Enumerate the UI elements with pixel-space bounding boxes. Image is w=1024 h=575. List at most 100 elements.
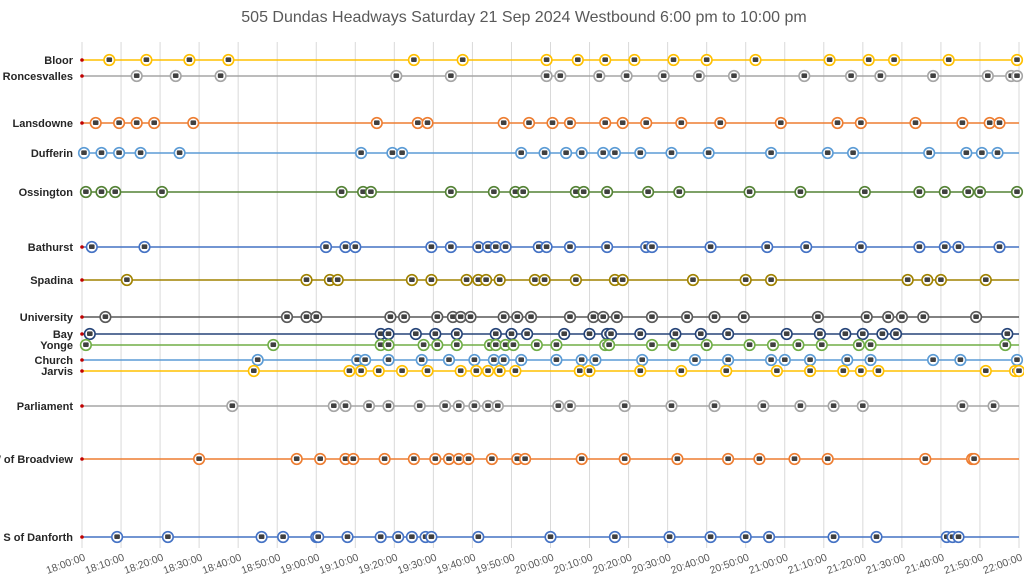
vehicle-mark — [183, 53, 196, 67]
vehicle-mark — [593, 69, 606, 83]
vehicle-mark — [300, 273, 313, 287]
vehicle-mark — [413, 399, 426, 413]
vehicle-mark — [450, 327, 463, 341]
vehicle-mark — [887, 53, 901, 67]
x-tick-label: 18:10:00 — [84, 551, 127, 575]
vehicle-mark — [251, 353, 264, 367]
vehicle-mark — [431, 310, 444, 324]
vehicle-mark — [319, 240, 333, 254]
stop-lines — [80, 58, 1019, 539]
vehicle-mark — [95, 185, 108, 199]
vehicle-mark — [327, 399, 340, 413]
stop-line-start-dot — [80, 369, 84, 373]
vehicle-mark — [841, 353, 854, 367]
vehicle-mark — [550, 338, 563, 352]
vehicle-mark — [583, 327, 596, 341]
vehicle-mark — [280, 310, 294, 324]
vehicle-mark — [468, 353, 481, 367]
vehicle-mark — [870, 530, 883, 544]
stop-line-start-dot — [80, 121, 84, 125]
vehicle-mark — [764, 273, 778, 287]
vehicle-mark — [452, 452, 465, 466]
vehicle-mark — [618, 452, 631, 466]
vehicle-mark — [858, 185, 871, 199]
vehicle-mark — [956, 399, 969, 413]
vehicle-mark — [675, 116, 688, 130]
vehicle-mark — [794, 399, 807, 413]
vehicle-mark — [472, 240, 485, 254]
vehicle-mark — [372, 364, 385, 378]
vehicle-mark — [846, 146, 860, 160]
vehicle-mark — [454, 364, 467, 378]
vehicle-mark — [856, 399, 869, 413]
vehicle-mark — [599, 53, 612, 67]
x-tick-label: 21:40:00 — [903, 551, 946, 575]
vehicle-mark — [634, 146, 647, 160]
vehicle-mark — [384, 310, 397, 324]
vehicle-mark — [852, 338, 866, 352]
vehicle-mark — [739, 530, 752, 544]
vehicle-mark — [999, 338, 1012, 352]
vehicle-mark — [554, 69, 567, 83]
vehicle-mark — [954, 353, 967, 367]
vehicle-mark — [417, 338, 430, 352]
x-tick-label: 18:00:00 — [45, 551, 88, 575]
vehicle-mark — [1010, 69, 1024, 83]
vehicle-mark — [335, 185, 348, 199]
vehicle-mark — [112, 146, 126, 160]
vehicle-mark — [917, 310, 930, 324]
vehicle-mark — [511, 310, 524, 324]
vehicle-mark — [343, 364, 356, 378]
chart-title: 505 Dundas Headways Saturday 21 Sep 2024… — [241, 9, 806, 26]
vehicle-mark — [396, 364, 409, 378]
vehicle-mark — [702, 146, 715, 160]
vehicle-mark — [640, 116, 653, 130]
vehicle-mark — [405, 273, 418, 287]
stop-line-start-dot — [80, 535, 84, 539]
vehicle-mark — [602, 338, 616, 352]
vehicle-mark — [721, 327, 735, 341]
vehicle-mark — [864, 353, 877, 367]
vehicle-mark — [618, 399, 631, 413]
vehicle-mark — [714, 116, 727, 130]
vehicle-mark — [749, 53, 762, 67]
vehicle-mark — [110, 530, 124, 544]
vehicle-mark — [862, 53, 875, 67]
vehicle-mark — [187, 116, 200, 130]
vehicle-mark — [645, 310, 659, 324]
x-axis-tick-labels: 18:00:0018:10:0018:20:0018:30:0018:40:00… — [45, 551, 1024, 575]
vehicle-mark — [374, 530, 387, 544]
vehicle-mark — [604, 327, 618, 341]
vehicle-mark — [657, 69, 670, 83]
vehicle-mark — [599, 116, 612, 130]
vehicle-mark — [608, 146, 622, 160]
vehicle-mark — [700, 53, 713, 67]
vehicle-mark — [952, 530, 965, 544]
vehicle-mark — [355, 364, 368, 378]
vehicle-mark — [382, 353, 395, 367]
vehicle-mark — [540, 240, 553, 254]
vehicle-mark — [628, 53, 641, 67]
vehicle-mark — [518, 452, 532, 466]
x-tick-label: 19:40:00 — [435, 551, 478, 575]
vehicle-mark — [499, 240, 512, 254]
vehicle-mark — [967, 452, 981, 466]
x-tick-label: 18:40:00 — [201, 551, 244, 575]
vehicle-mark — [969, 310, 983, 324]
x-tick-label: 18:50:00 — [240, 551, 283, 575]
vehicle-mark — [425, 530, 438, 544]
vehicle-mark — [743, 338, 756, 352]
vehicle-mark — [267, 338, 280, 352]
vehicle-mark — [634, 364, 647, 378]
vehicle-mark — [439, 399, 452, 413]
vehicle-mark — [583, 364, 596, 378]
vehicle-mark — [762, 530, 776, 544]
x-tick-label: 20:20:00 — [591, 551, 634, 575]
vehicle-mark — [290, 452, 303, 466]
vehicle-mark — [1001, 327, 1014, 341]
vehicle-mark — [140, 53, 153, 67]
stop-line-start-dot — [80, 332, 84, 336]
vehicle-mark — [727, 69, 741, 83]
vehicle-mark — [645, 240, 659, 254]
vehicle-mark — [823, 53, 836, 67]
